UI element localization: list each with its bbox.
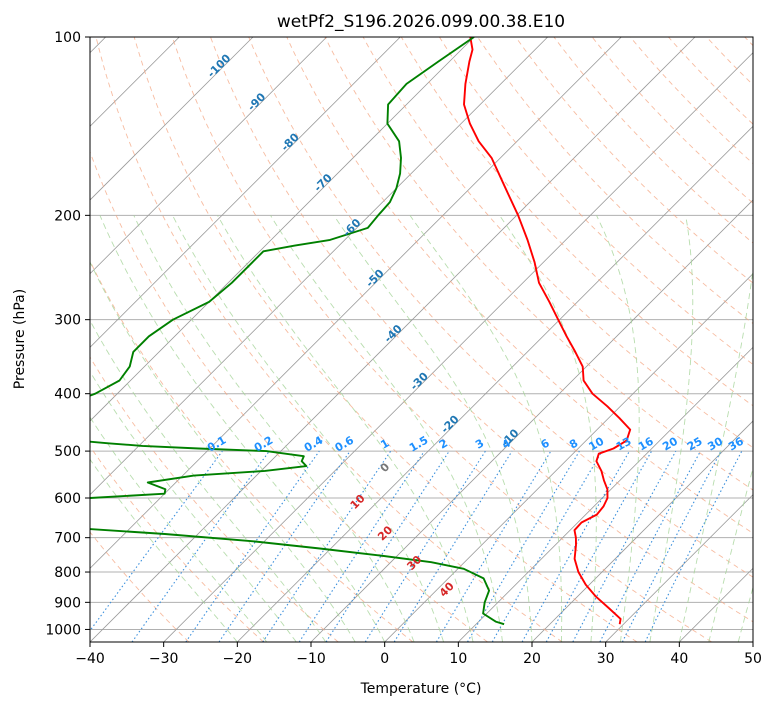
y-tick-label: 300 — [54, 313, 81, 329]
x-tick-label: −10 — [296, 651, 326, 667]
moist-adiabat-line — [172, 215, 445, 642]
mixing-ratio-line — [521, 450, 630, 642]
y-tick-label: 800 — [54, 565, 81, 581]
isotherm-line — [531, 420, 753, 642]
moist-adiabat-line — [90, 458, 238, 642]
x-tick-label: 30 — [597, 651, 615, 667]
moist-adiabat-line — [270, 215, 503, 642]
isotherm-line — [163, 52, 753, 642]
mixing-ratio-line — [572, 450, 677, 642]
dry-adiabat-line — [90, 445, 264, 642]
dry-adiabat-line — [90, 259, 414, 642]
x-tick-label: 20 — [523, 651, 541, 667]
isotherm-line — [90, 37, 401, 348]
isotherm-line — [90, 37, 475, 422]
x-tick-label: −40 — [75, 651, 105, 667]
moist-adiabat-line — [409, 215, 563, 642]
x-tick-label: −20 — [223, 651, 253, 667]
y-tick-label: 700 — [54, 531, 81, 547]
mixing-ratio-line — [218, 450, 351, 642]
x-axis-label: Temperature (°C) — [360, 681, 482, 697]
mixing-ratio-line — [298, 450, 425, 642]
isotherm-line — [752, 641, 753, 642]
moist-adiabat-line — [99, 215, 386, 642]
y-tick-label: 500 — [54, 444, 81, 460]
mixing-ratio-line — [393, 450, 513, 642]
moist-adiabat-line — [649, 215, 694, 642]
mixing-ratio-line — [185, 450, 320, 642]
moist-adiabat-line — [333, 215, 533, 642]
dry-adiabat-line — [95, 37, 563, 642]
moist-adiabat-line — [90, 370, 297, 642]
isotherm-line — [237, 125, 753, 642]
moist-adiabat-line — [90, 260, 356, 642]
moist-adiabat-line — [596, 215, 640, 642]
chart-title: wetPf2_S196.2026.099.00.38.E10 — [277, 12, 565, 32]
isotherm-line — [90, 37, 327, 275]
isotherm-line — [90, 37, 622, 569]
dry-adiabat-line — [400, 37, 753, 407]
y-tick-label: 600 — [54, 491, 81, 507]
dry-adiabat-line — [133, 37, 638, 642]
dry-adiabat-line — [171, 37, 712, 642]
temperature-profile-line — [463, 37, 632, 625]
dry-adiabat-line — [90, 150, 488, 642]
plot-background — [90, 37, 753, 642]
y-tick-label: 400 — [54, 387, 81, 403]
mixing-ratio-line — [90, 450, 223, 632]
dry-adiabat-line — [439, 37, 753, 365]
x-tick-label: 10 — [449, 651, 467, 667]
isotherm-line — [384, 273, 753, 642]
y-tick-label: 1000 — [45, 622, 81, 638]
x-tick-label: 50 — [744, 651, 762, 667]
y-tick-label: 100 — [54, 30, 81, 46]
plot-frame — [89, 36, 754, 643]
isotherm-line — [605, 494, 753, 642]
dry-adiabat-line — [90, 356, 339, 642]
y-tick-label: 200 — [54, 208, 81, 224]
dry-adiabat-line — [210, 37, 753, 623]
x-tick-label: −30 — [149, 651, 179, 667]
mixing-ratio-line — [325, 450, 450, 642]
dry-adiabat-line — [286, 37, 753, 534]
moist-adiabat-line — [90, 416, 268, 642]
mixing-ratio-line — [131, 450, 270, 642]
dry-adiabat-line — [248, 37, 753, 578]
y-axis-label: Pressure (hPa) — [12, 289, 28, 389]
moist-adiabat-line — [217, 215, 474, 642]
dewpoint-profile-line — [90, 37, 505, 626]
moist-adiabat-line — [90, 319, 327, 642]
isotherm-line — [90, 37, 696, 642]
moist-adiabat-line — [133, 215, 415, 642]
dry-adiabat-line — [515, 37, 753, 284]
moist-adiabat-line — [678, 266, 753, 642]
dry-adiabat-line — [90, 531, 190, 642]
mixing-ratio-line — [644, 450, 743, 642]
y-tick-label: 900 — [54, 595, 81, 611]
x-tick-label: 0 — [380, 651, 389, 667]
isotherm-line — [90, 37, 548, 496]
x-tick-label: 40 — [670, 651, 688, 667]
mixing-ratio-line — [545, 450, 653, 642]
mixing-ratio-line — [262, 450, 392, 642]
isotherm-line — [90, 37, 254, 201]
